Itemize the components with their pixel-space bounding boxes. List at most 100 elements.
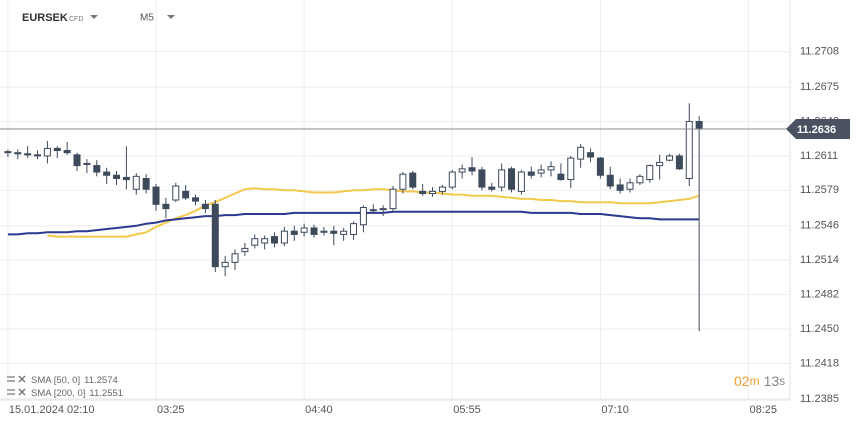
candle-body bbox=[517, 171, 525, 192]
candle-body bbox=[251, 238, 259, 246]
candle-body bbox=[616, 184, 624, 191]
candle-body bbox=[162, 203, 170, 210]
legend-remove[interactable] bbox=[18, 375, 26, 383]
candle-body bbox=[626, 182, 634, 190]
candle-body bbox=[399, 173, 407, 190]
candle-body bbox=[201, 203, 209, 210]
candle-body bbox=[606, 174, 614, 187]
candle-body bbox=[359, 207, 367, 226]
candle-body bbox=[53, 147, 61, 152]
candle-body bbox=[350, 223, 358, 235]
y-tick-label: 11.2675 bbox=[800, 81, 839, 93]
candle-body bbox=[231, 253, 239, 263]
x-tick-label: 03:25 bbox=[157, 404, 185, 416]
y-tick-label: 11.2611 bbox=[800, 150, 838, 162]
legend-text: SMA [50, 0] 11.2574 bbox=[31, 375, 118, 386]
legend-name: SMA [200, 0] bbox=[31, 388, 85, 399]
candle-body bbox=[4, 151, 12, 154]
candle-body bbox=[438, 186, 446, 192]
legend-icon bbox=[7, 376, 15, 378]
y-tick-label: 11.2579 bbox=[800, 184, 839, 196]
legend-text: SMA [200, 0] 11.2551 bbox=[31, 388, 123, 399]
x-tick-label: 05:55 bbox=[453, 404, 481, 416]
candle-body bbox=[675, 155, 683, 170]
legend-remove[interactable] bbox=[18, 388, 26, 396]
candle-body bbox=[280, 230, 288, 244]
legend-icon bbox=[7, 389, 15, 391]
candle-body bbox=[310, 227, 318, 235]
candle-body bbox=[43, 147, 51, 157]
candle-body bbox=[429, 190, 437, 195]
candle-body bbox=[458, 168, 466, 173]
candle-body bbox=[448, 171, 456, 188]
last-price-tag bbox=[786, 119, 850, 140]
candle-body bbox=[468, 167, 476, 172]
candle-body bbox=[695, 121, 703, 130]
legend-value: 11.2551 bbox=[89, 388, 123, 399]
symbol[interactable]: EURSEK bbox=[22, 12, 68, 24]
candle-body bbox=[330, 230, 338, 234]
candle-body bbox=[320, 230, 328, 233]
legend-entry: SMA [50, 0] 11.2574 bbox=[7, 375, 118, 386]
candle-body bbox=[527, 171, 535, 176]
candle-body bbox=[182, 190, 190, 199]
candle-body bbox=[656, 161, 664, 167]
candle-body bbox=[211, 203, 219, 268]
legend-icon bbox=[7, 393, 15, 395]
x-tick-label: 04:40 bbox=[305, 404, 333, 416]
candle-body bbox=[577, 146, 585, 160]
candle-body bbox=[636, 175, 644, 184]
candle-body bbox=[300, 227, 308, 233]
candle-body bbox=[34, 154, 42, 157]
header: EURSEK CFD M5 bbox=[22, 12, 175, 24]
candle-body bbox=[478, 169, 486, 188]
candle-body bbox=[547, 166, 555, 171]
countdown-unit: s bbox=[779, 374, 785, 388]
candle-body bbox=[290, 230, 298, 235]
legend-icon bbox=[7, 380, 15, 382]
candle-body bbox=[103, 171, 111, 176]
candle-body bbox=[369, 209, 377, 212]
countdown-seconds: 13 bbox=[764, 373, 780, 389]
candle-body bbox=[261, 238, 269, 244]
legend-name: SMA [50, 0] bbox=[31, 375, 80, 386]
candle-body bbox=[379, 208, 387, 211]
candle-body bbox=[122, 176, 130, 181]
dropdown-caret[interactable] bbox=[90, 15, 98, 19]
candle-body bbox=[113, 174, 121, 179]
candle-body bbox=[419, 190, 427, 195]
y-tick-label: 11.2450 bbox=[800, 323, 839, 335]
candle-body bbox=[221, 261, 229, 268]
x-tick-label: 15.01.2024 02:10 bbox=[9, 404, 95, 416]
instrument-type: CFD bbox=[69, 16, 83, 23]
candle-body bbox=[666, 155, 674, 161]
x-tick-label: 08:25 bbox=[750, 404, 778, 416]
y-tick-label: 11.2708 bbox=[800, 46, 839, 58]
indicator-line bbox=[7, 210, 700, 236]
candle-body bbox=[63, 150, 71, 154]
x-tick-label: 07:10 bbox=[601, 404, 629, 416]
countdown-minutes: 02 bbox=[734, 373, 750, 389]
candle-body bbox=[192, 197, 200, 202]
dropdown-caret[interactable] bbox=[167, 15, 175, 19]
y-tick-label: 11.2418 bbox=[800, 357, 839, 369]
countdown-unit: m bbox=[750, 374, 760, 388]
candle-body bbox=[241, 247, 249, 253]
y-tick-label: 11.2514 bbox=[800, 254, 839, 266]
timeframe[interactable]: M5 bbox=[140, 13, 154, 24]
candle-body bbox=[14, 152, 22, 155]
y-tick-label: 11.2482 bbox=[800, 289, 839, 301]
candle-body bbox=[389, 188, 397, 210]
y-tick-label: 11.2546 bbox=[800, 220, 839, 232]
candle-body bbox=[596, 157, 604, 176]
countdown: 02m 13s bbox=[734, 373, 785, 389]
candle-body bbox=[93, 165, 101, 173]
legend-entry: SMA [200, 0] 11.2551 bbox=[7, 388, 123, 399]
candle-body bbox=[567, 157, 575, 181]
candle-body bbox=[340, 230, 348, 235]
candle-body bbox=[142, 177, 150, 190]
candle-body bbox=[73, 154, 81, 167]
candle-body bbox=[646, 165, 654, 181]
candle-body bbox=[83, 162, 91, 166]
